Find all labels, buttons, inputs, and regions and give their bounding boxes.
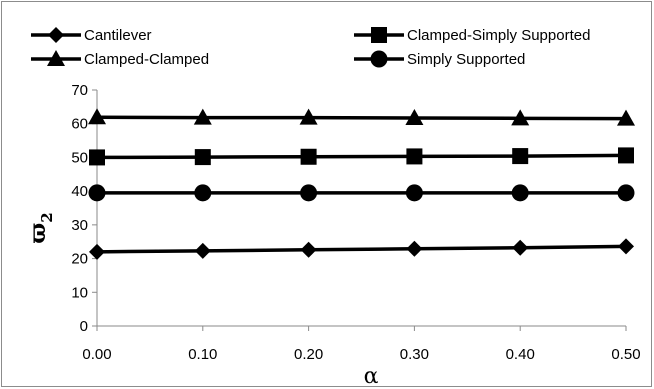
data-point xyxy=(405,184,423,202)
y-tick-label: 10 xyxy=(71,284,88,301)
x-tick-label: 0.30 xyxy=(400,346,429,363)
x-axis-title: α xyxy=(364,364,379,389)
data-point xyxy=(89,243,105,260)
data-point xyxy=(617,184,635,202)
series-diamond xyxy=(89,238,634,260)
data-point xyxy=(88,108,106,125)
y-axis-title-subscript: 2 xyxy=(38,212,56,222)
data-point xyxy=(300,184,318,202)
data-point xyxy=(300,241,317,258)
legend-item: Clamped-Clamped xyxy=(31,50,209,68)
x-tick-label: 0.00 xyxy=(82,346,111,363)
data-point xyxy=(299,108,318,125)
data-point xyxy=(405,108,424,125)
data-point xyxy=(194,184,212,202)
y-tick-label: 20 xyxy=(71,251,88,268)
legend-label: Simply Supported xyxy=(407,51,525,68)
series-line xyxy=(96,115,627,121)
y-tick-label: 50 xyxy=(71,149,88,166)
data-point xyxy=(194,149,211,166)
x-tick-label: 0.10 xyxy=(188,346,217,363)
data-point xyxy=(300,148,317,165)
data-point xyxy=(88,184,106,202)
series-triangle xyxy=(88,108,635,126)
legend-label: Clamped-Simply Supported xyxy=(407,27,590,44)
y-tick-label: 60 xyxy=(71,116,88,133)
legend-marker xyxy=(47,50,65,66)
y-tick-label: 40 xyxy=(71,183,88,200)
y-axis-title-symbol: ϖ xyxy=(25,223,51,244)
data-point xyxy=(511,109,530,126)
y-axis-title: ϖ2 xyxy=(25,212,56,243)
data-point xyxy=(511,184,529,202)
legend-marker xyxy=(371,27,387,43)
svg-text:ϖ2: ϖ2 xyxy=(25,212,56,243)
x-tick-label: 0.40 xyxy=(506,346,535,363)
data-point xyxy=(512,148,529,165)
data-point xyxy=(618,238,634,255)
legend-item: Cantilever xyxy=(31,27,152,44)
legend-item: Clamped-Simply Supported xyxy=(354,27,590,44)
series-group xyxy=(88,108,635,260)
axes: 0 10 20 30 40 50 60 70 0.00 0.10 0.20 0.30 0.40 0.50 xyxy=(71,82,640,363)
series-line xyxy=(96,244,627,254)
series-circle xyxy=(88,184,635,202)
data-point xyxy=(406,240,423,257)
data-point xyxy=(617,109,635,126)
legend-label: Clamped-Clamped xyxy=(84,51,209,68)
data-point xyxy=(406,148,423,165)
legend: Cantilever Clamped-Simply Supported Clampe… xyxy=(31,27,590,68)
data-point xyxy=(193,108,212,125)
legend-item: Simply Supported xyxy=(354,50,525,68)
series-line xyxy=(96,153,627,160)
x-tick-label: 0.50 xyxy=(611,346,640,363)
x-tick-label: 0.20 xyxy=(294,346,323,363)
data-point xyxy=(512,239,529,256)
series-square xyxy=(89,147,634,166)
y-tick-label: 30 xyxy=(71,217,88,234)
data-point xyxy=(618,147,634,164)
legend-marker xyxy=(370,50,388,68)
y-tick-label: 70 xyxy=(71,82,88,99)
data-point xyxy=(89,149,105,166)
legend-label: Cantilever xyxy=(84,27,152,44)
data-point xyxy=(194,242,211,259)
y-tick-label: 0 xyxy=(80,318,88,335)
legend-marker xyxy=(48,27,64,43)
